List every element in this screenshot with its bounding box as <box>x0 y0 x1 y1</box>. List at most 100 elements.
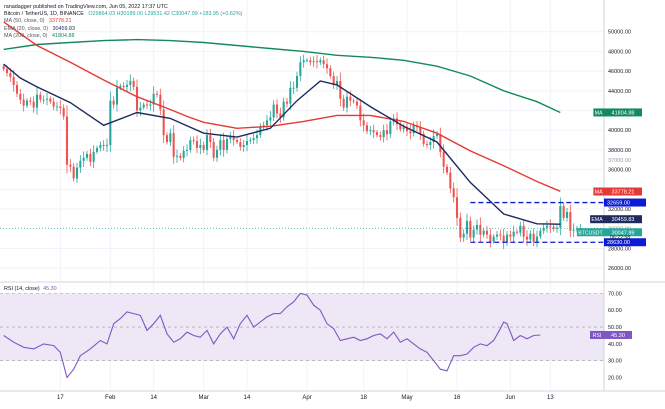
candle-body <box>569 211 572 231</box>
candle-body <box>42 99 45 101</box>
candle-body <box>442 151 445 167</box>
candle-body <box>349 96 352 101</box>
time-tick-label: 13 <box>547 395 554 401</box>
candle-body <box>205 135 209 150</box>
candle-body <box>152 93 155 105</box>
rsi-tick-label: 70.00 <box>608 291 622 297</box>
candle-body <box>195 141 199 148</box>
ma50-legend-value: 33778.21 <box>48 18 72 25</box>
candle-body <box>419 127 422 135</box>
candle-body <box>342 98 345 108</box>
candle-body <box>219 140 222 150</box>
candle-body <box>572 229 575 231</box>
rsi-tag-value: 45.30 <box>611 333 625 339</box>
candle-body <box>439 134 442 152</box>
candle-body <box>95 147 99 152</box>
candle-body <box>49 98 52 102</box>
level-tag-label: 28630.00 <box>607 240 630 246</box>
candle-body <box>122 85 125 87</box>
rsi-tick-label: 40.00 <box>608 342 622 348</box>
candle-body <box>449 172 452 189</box>
candle-body <box>445 166 449 173</box>
candle-body <box>519 225 522 233</box>
level-tag-label: 32659.00 <box>607 201 630 207</box>
candle-body <box>389 121 392 135</box>
candle-body <box>412 125 415 134</box>
candle-body <box>549 225 552 227</box>
rsi-axis: 70.00 60.00 50.00 40.00 30.00 20.00 <box>608 291 622 381</box>
price-tick-label: 32000.00 <box>608 207 631 213</box>
candle-body <box>289 87 292 104</box>
candle-body <box>429 142 432 145</box>
candle-body <box>19 93 22 100</box>
time-tick-label: Feb <box>105 395 116 401</box>
candle-body <box>65 116 69 165</box>
candle-body <box>405 127 409 132</box>
candle-body <box>215 149 219 158</box>
candle-body <box>119 85 122 88</box>
ma50-legend: MA (50, close, 0) 33778.21 <box>4 18 242 25</box>
time-tick-label: 14 <box>150 395 157 401</box>
candle-body <box>5 69 9 74</box>
candle-body <box>275 104 279 114</box>
price-tick-label: 50000.00 <box>608 30 631 36</box>
candle-body <box>302 60 305 63</box>
candle-body <box>462 233 465 238</box>
candle-body <box>382 130 385 138</box>
candle-body <box>142 104 145 108</box>
time-tick-label: 16 <box>454 395 461 401</box>
candle-body <box>245 141 249 145</box>
candle-body <box>299 62 302 77</box>
candle-body <box>112 100 115 105</box>
ma200-legend: MA (200, close, 0) 41804.88 <box>4 33 242 40</box>
candle-body <box>72 166 75 179</box>
candle-body <box>279 113 282 118</box>
price-tick-label: 40000.00 <box>608 128 631 134</box>
rsi-tick-label: 20.00 <box>608 376 622 382</box>
published-line: ranadagger published on TradingView.com,… <box>4 4 168 10</box>
candle-body <box>322 60 325 65</box>
candle-body <box>232 136 235 141</box>
level-tag <box>604 238 646 247</box>
candle-body <box>319 60 322 63</box>
candle-body <box>229 136 232 140</box>
candle-body <box>75 167 79 179</box>
candle-body <box>12 77 15 85</box>
candle-body <box>332 76 335 85</box>
candle-body <box>385 130 389 135</box>
candle-body <box>9 73 12 78</box>
candle-body <box>129 80 132 85</box>
candle-body <box>312 61 315 63</box>
time-tick-label: May <box>401 395 412 401</box>
rsi-legend-name: RSI (14, close) <box>4 286 40 292</box>
candle-body <box>92 151 95 162</box>
price-tag-name-box <box>576 228 604 237</box>
price-tag-name-box <box>593 108 604 117</box>
time-tick-label: 14 <box>244 395 251 401</box>
candle-body <box>409 131 412 134</box>
rsi-tag-name: RSI <box>593 333 602 339</box>
rsi-tag-box <box>604 330 632 339</box>
candle-body <box>365 125 369 132</box>
candle-body <box>529 233 532 240</box>
price-tag-box <box>604 215 642 224</box>
price-tag-name: MA <box>595 110 603 116</box>
symbol-name: Bitcoin / TetherUS, 1D, BINANCE <box>4 11 84 18</box>
candle-body <box>85 153 89 158</box>
candle-body <box>395 118 399 125</box>
candle-body <box>475 224 479 230</box>
candle-body <box>189 140 192 150</box>
symbol-line: Bitcoin / TetherUS, 1D, BINANCE O29864.0… <box>4 11 242 18</box>
candle-body <box>32 101 35 108</box>
candle-body <box>329 68 332 77</box>
candle-body <box>505 234 509 243</box>
price-tag-box <box>604 228 642 237</box>
price-tag-value: 33778.21 <box>612 190 635 196</box>
candle-body <box>82 157 85 161</box>
candle-body <box>169 133 172 143</box>
candle-body <box>512 231 515 237</box>
candle-body <box>425 144 429 145</box>
candle-body <box>62 108 65 117</box>
candle-body <box>352 100 355 102</box>
